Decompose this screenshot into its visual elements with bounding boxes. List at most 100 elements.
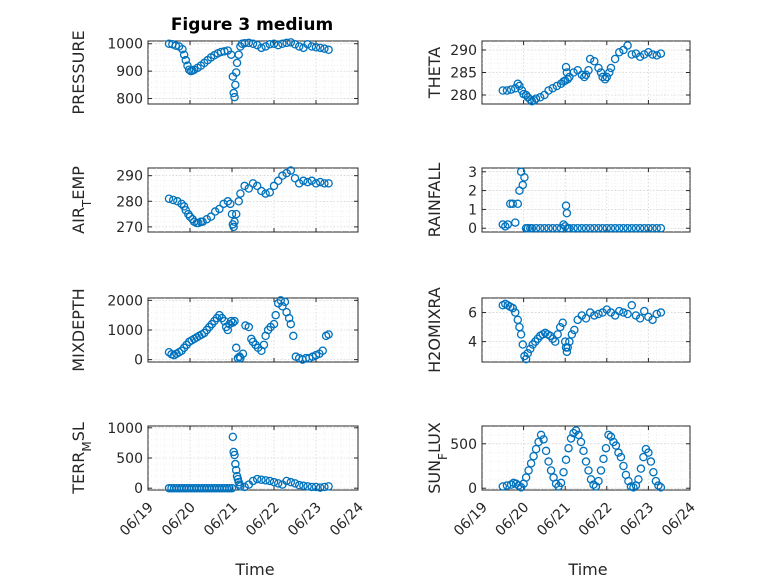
data-point (654, 481, 663, 490)
data-point (567, 330, 577, 339)
data-point (635, 52, 645, 62)
data-point (581, 223, 591, 233)
data-point (273, 176, 283, 186)
data-point (635, 223, 645, 233)
data-point (623, 41, 632, 50)
data-point (320, 482, 329, 492)
data-point (234, 197, 243, 206)
data-point (299, 481, 308, 491)
data-point (616, 452, 626, 462)
data-point (244, 184, 254, 193)
data-point (265, 188, 275, 197)
data-point (227, 483, 237, 493)
data-point (529, 451, 538, 461)
data-point (639, 452, 648, 462)
data-point (580, 72, 589, 82)
x-tick-label: 06/19 (451, 500, 491, 540)
data-point (320, 179, 329, 188)
data-point (571, 426, 581, 435)
data-point (656, 308, 666, 317)
data-point (261, 476, 270, 485)
data-point (276, 296, 285, 305)
data-point (531, 444, 541, 454)
data-series (498, 167, 666, 233)
data-point (265, 40, 275, 49)
data-point (252, 474, 262, 484)
data-point (518, 180, 528, 190)
data-point (614, 448, 623, 457)
data-point (598, 72, 607, 82)
data-point (610, 54, 620, 64)
data-point (324, 330, 333, 339)
data-point (318, 346, 327, 355)
data-point (541, 446, 551, 456)
data-series (498, 299, 666, 364)
data-point (581, 314, 591, 323)
y-tick-label: 2 (468, 184, 477, 200)
data-point (284, 313, 294, 323)
data-point (585, 54, 595, 64)
data-point (236, 482, 245, 491)
data-point (303, 40, 312, 49)
data-point (615, 223, 624, 233)
data-point (177, 199, 186, 209)
data-point (307, 482, 317, 492)
data-point (225, 483, 234, 493)
data-point (526, 459, 536, 468)
data-point (619, 461, 628, 471)
data-point (546, 466, 556, 475)
data-point (561, 455, 571, 465)
data-point (289, 331, 298, 341)
data-point (559, 467, 568, 477)
subplot-mixdepth: 0 1000 2000 MIXDEPTH (69, 288, 359, 372)
data-point (290, 479, 300, 488)
data-point (563, 75, 572, 84)
data-point (531, 223, 541, 233)
data-point (179, 202, 189, 211)
data-point (548, 84, 557, 93)
data-point (516, 330, 526, 339)
data-point (498, 86, 508, 95)
y-axis-label: SUNFLUX (425, 422, 450, 494)
data-point (623, 309, 632, 319)
data-point (574, 430, 583, 440)
data-point (619, 223, 628, 233)
data-series (164, 38, 333, 102)
data-point (652, 309, 661, 319)
data-point (261, 189, 270, 198)
data-point (563, 343, 572, 352)
y-tick-label: 1000 (107, 323, 143, 339)
data-point (527, 223, 537, 233)
data-point (639, 50, 649, 59)
data-point (600, 75, 610, 84)
data-point (206, 212, 216, 221)
data-point (521, 473, 531, 482)
data-point (560, 222, 570, 231)
y-tick-label: 0 (134, 481, 143, 497)
data-point (230, 217, 239, 227)
data-point (261, 42, 270, 51)
data-point (584, 66, 593, 75)
data-point (590, 57, 599, 66)
data-point (591, 482, 601, 491)
data-point (236, 353, 245, 363)
y-axis-label: PRESSURE (69, 30, 88, 114)
data-point (269, 39, 279, 48)
x-tick-label: 06/23 (617, 500, 657, 540)
data-point (290, 173, 300, 183)
data-point (220, 47, 229, 56)
data-point (558, 318, 567, 327)
data-point (644, 448, 653, 457)
data-point (624, 476, 633, 486)
data-point (555, 322, 565, 332)
data-point (577, 70, 587, 80)
data-point (652, 51, 661, 60)
data-point (631, 223, 641, 233)
data-series (498, 426, 666, 492)
data-point (324, 482, 333, 491)
data-point (551, 479, 561, 489)
data-point (562, 347, 572, 357)
data-point (286, 319, 296, 329)
chart-title: Figure 3 medium (171, 15, 333, 35)
